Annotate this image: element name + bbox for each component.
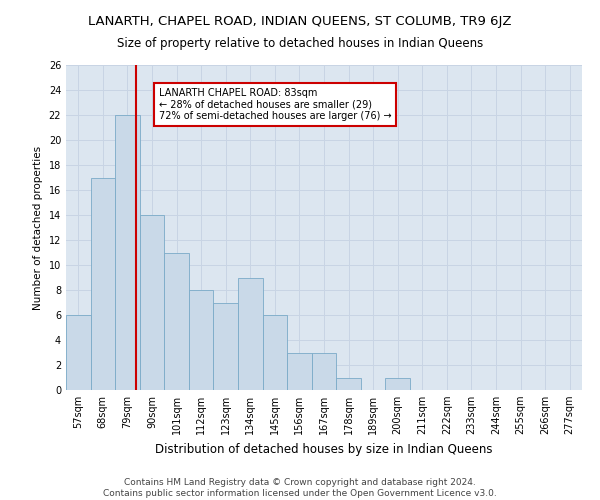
Bar (66, 315, 91, 390)
Text: LANARTH, CHAPEL ROAD, INDIAN QUEENS, ST COLUMB, TR9 6JZ: LANARTH, CHAPEL ROAD, INDIAN QUEENS, ST … (88, 15, 512, 28)
X-axis label: Distribution of detached houses by size in Indian Queens: Distribution of detached houses by size … (155, 442, 493, 456)
Bar (287, 352, 312, 390)
Bar (336, 378, 361, 390)
Bar (385, 378, 410, 390)
Bar (140, 215, 164, 390)
Bar (115, 115, 140, 390)
Bar (263, 315, 287, 390)
Text: Contains HM Land Registry data © Crown copyright and database right 2024.
Contai: Contains HM Land Registry data © Crown c… (103, 478, 497, 498)
Bar (189, 290, 214, 390)
Bar (164, 252, 189, 390)
Bar (91, 178, 115, 390)
Text: LANARTH CHAPEL ROAD: 83sqm
← 28% of detached houses are smaller (29)
72% of semi: LANARTH CHAPEL ROAD: 83sqm ← 28% of deta… (159, 88, 392, 121)
Bar (312, 352, 336, 390)
Text: Size of property relative to detached houses in Indian Queens: Size of property relative to detached ho… (117, 38, 483, 51)
Bar (238, 278, 263, 390)
Bar (214, 302, 238, 390)
Y-axis label: Number of detached properties: Number of detached properties (33, 146, 43, 310)
